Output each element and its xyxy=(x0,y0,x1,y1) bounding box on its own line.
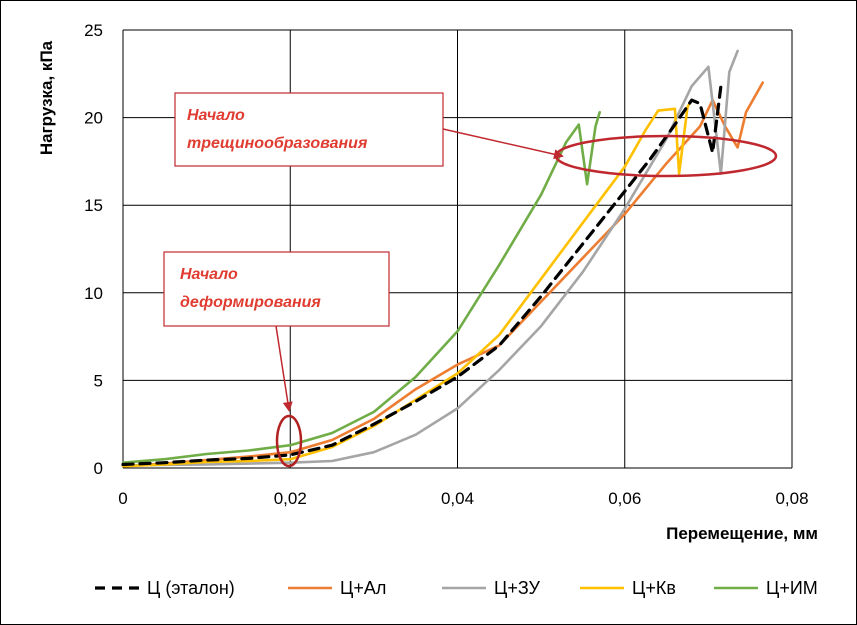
x-tick-label: 0,04 xyxy=(441,489,474,508)
annotation-crack: Начало трещинообразования xyxy=(174,92,778,178)
series-line-4 xyxy=(121,111,602,465)
series-layer xyxy=(121,49,765,468)
x-tick-label: 0,08 xyxy=(775,489,808,508)
annotation-deform-box xyxy=(163,251,390,327)
series-line-3 xyxy=(121,98,694,468)
legend-label-2: Ц+ЗУ xyxy=(494,578,540,598)
x-tick-label: 0 xyxy=(118,489,127,508)
annotation-crack-box xyxy=(174,92,444,167)
annotation-deform: Начало деформирования xyxy=(163,251,390,468)
y-tick-label: 15 xyxy=(84,196,103,215)
y-tick-label: 10 xyxy=(84,284,103,303)
annotation-deform-arrow xyxy=(275,325,293,412)
x-axis-title: Перемещение, мм xyxy=(666,524,818,543)
series-line-0 xyxy=(121,84,723,467)
legend-label-3: Ц+Кв xyxy=(632,578,676,598)
series-line-1 xyxy=(121,81,765,468)
annotation-crack-line1: Начало xyxy=(187,107,245,124)
x-tick-label: 0,02 xyxy=(274,489,307,508)
annotation-deform-ellipse xyxy=(275,414,303,468)
y-axis-title: Нагрузка, кПа xyxy=(37,40,56,155)
legend-label-4: Ц+ИМ xyxy=(766,578,818,598)
y-tick-label: 25 xyxy=(84,21,103,40)
legend-label-1: Ц+Ал xyxy=(340,578,386,598)
annotation-crack-line2: трещинообразования xyxy=(187,135,368,152)
legend: Ц (эталон) Ц+Ал Ц+ЗУ Ц+Кв Ц+ИМ xyxy=(95,578,818,598)
annotation-deform-line2: деформирования xyxy=(180,294,321,311)
grid-lines xyxy=(122,29,793,469)
tick-labels: 0 5 10 15 20 25 0 0,02 0,04 0,06 0,08 xyxy=(84,21,808,508)
annotation-crack-arrow xyxy=(442,128,564,160)
legend-label-0: Ц (эталон) xyxy=(147,578,235,598)
y-tick-label: 20 xyxy=(84,109,103,128)
y-tick-label: 5 xyxy=(94,371,103,390)
series-line-2 xyxy=(121,49,739,467)
annotation-deform-line1: Начало xyxy=(180,266,238,283)
x-tick-label: 0,06 xyxy=(608,489,641,508)
y-tick-label: 0 xyxy=(94,459,103,478)
annotation-crack-ellipse xyxy=(554,134,778,178)
